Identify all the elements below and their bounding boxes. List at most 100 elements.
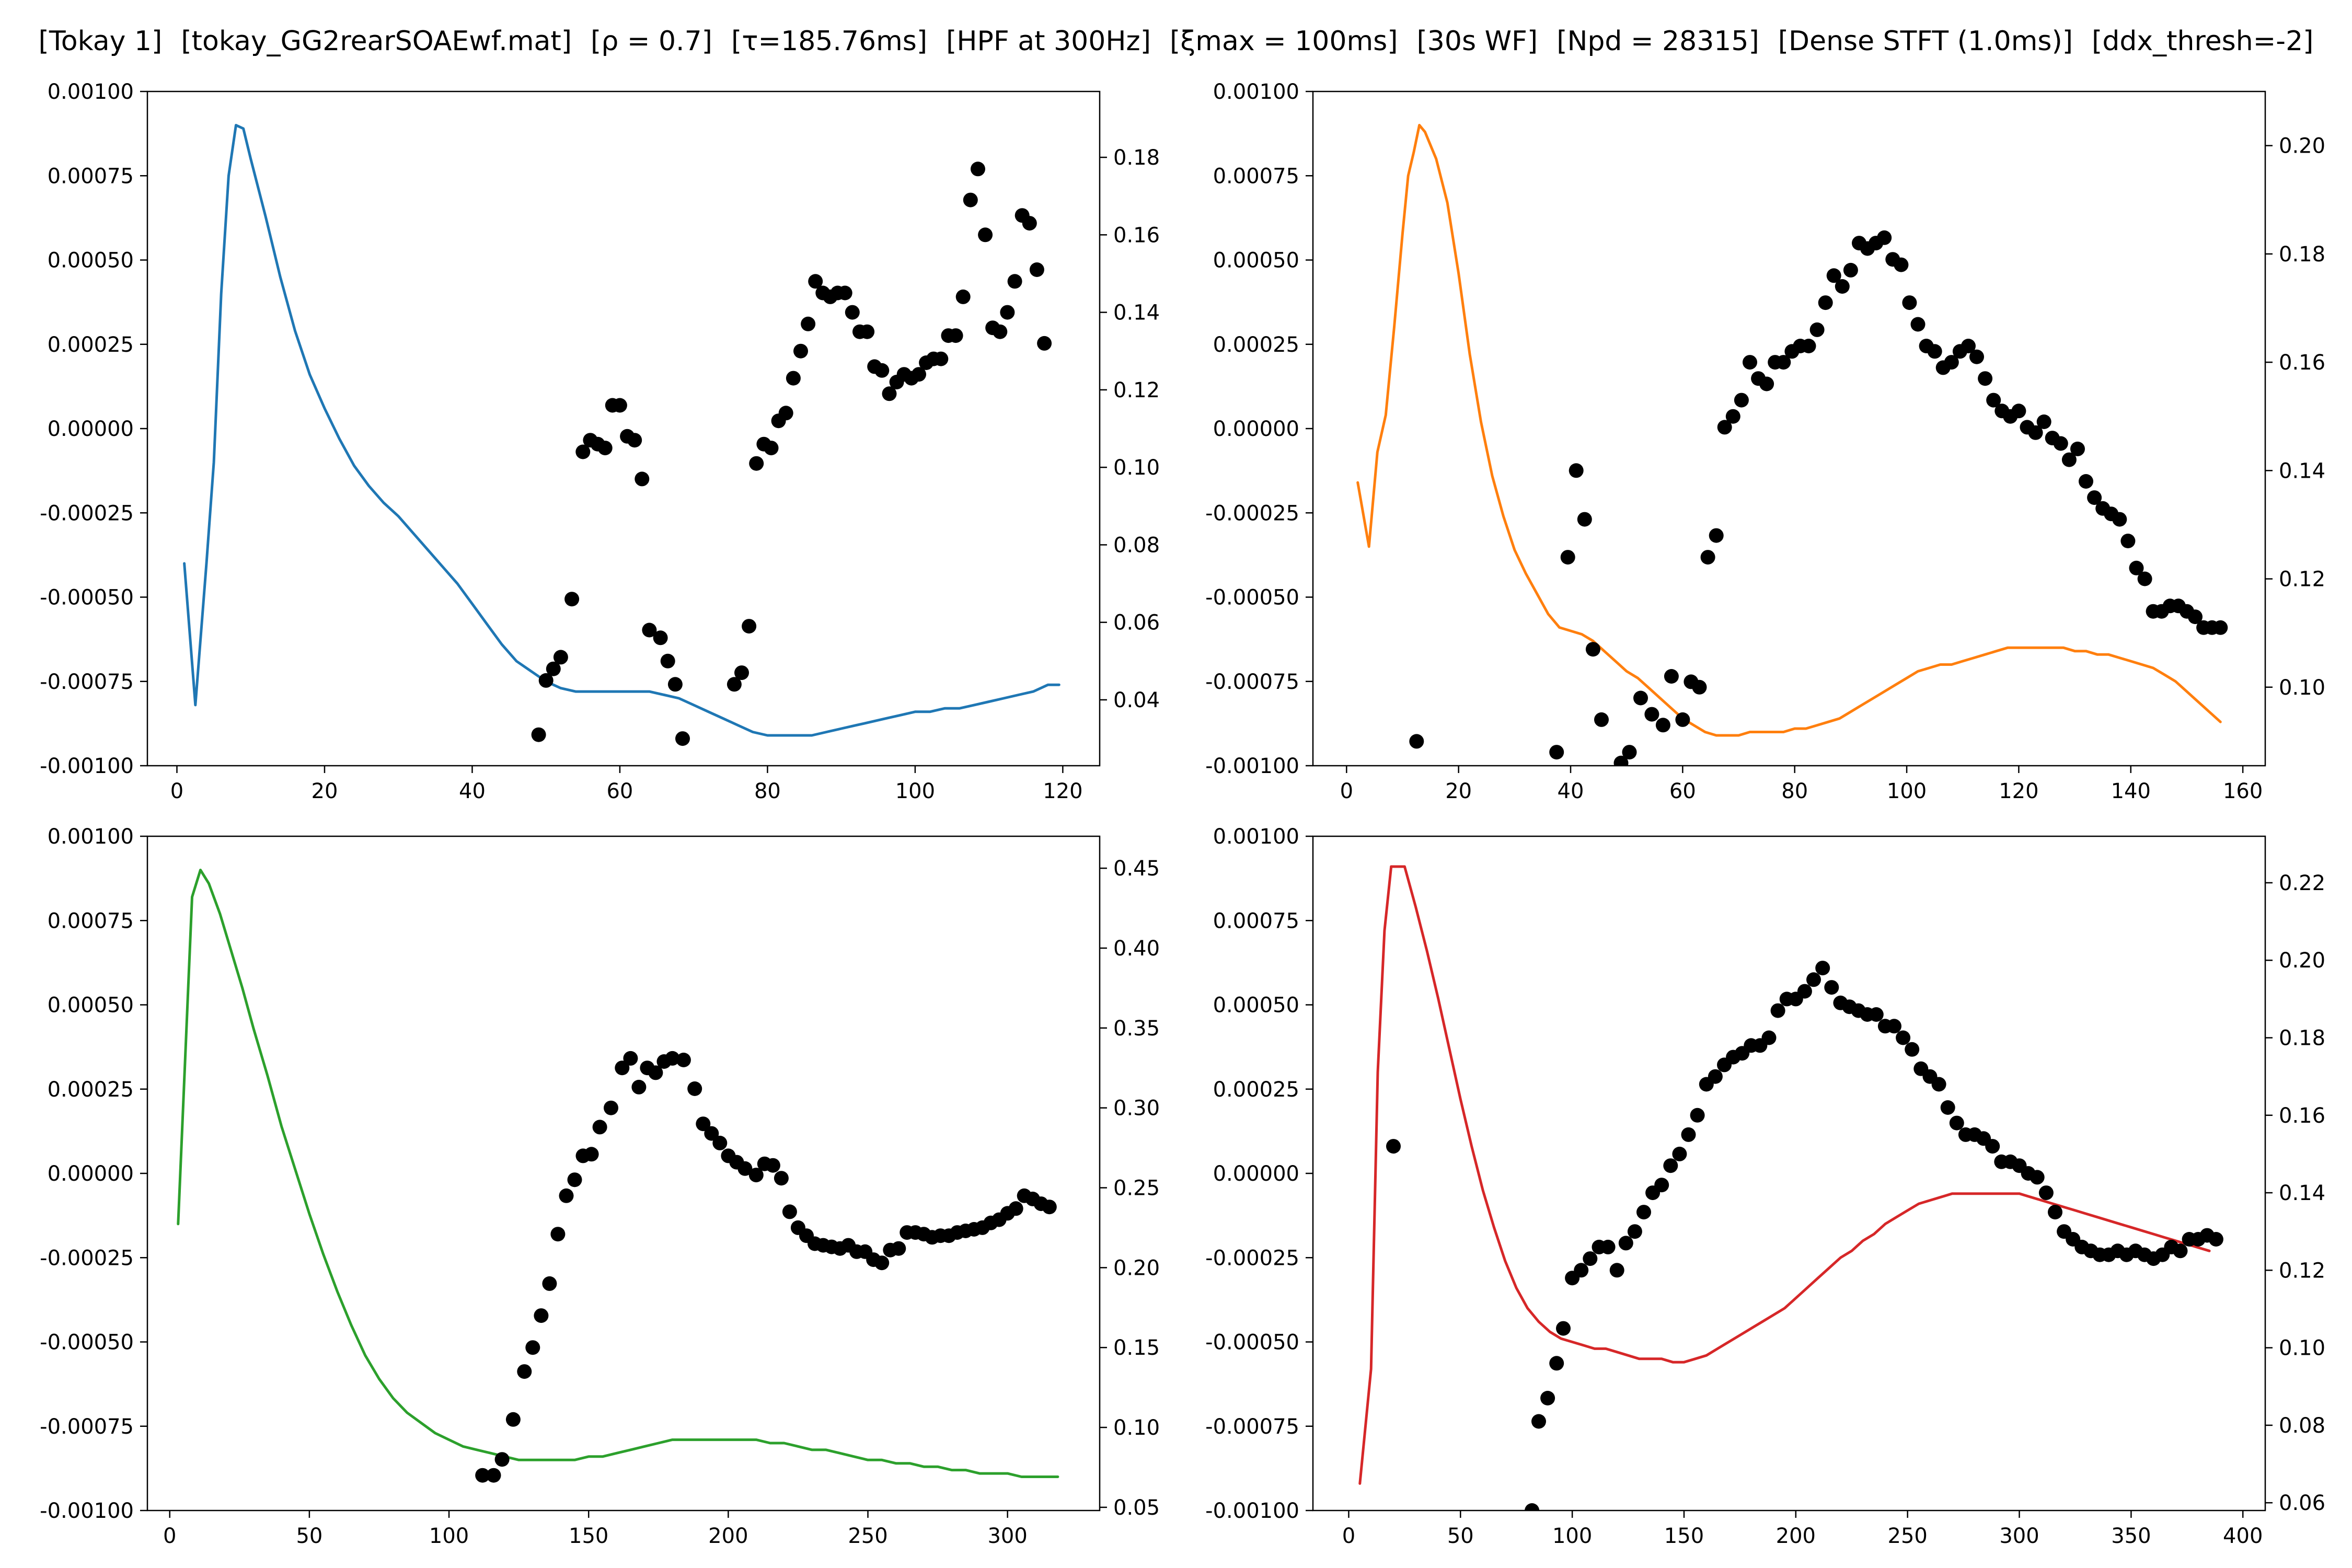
scatter-point (1887, 1019, 1901, 1034)
y-right-tick-label: 0.14 (2279, 1181, 2325, 1205)
scatter-point (1709, 528, 1724, 543)
suptitle-part: [tokay_GG2rearSOAEwf.mat] (181, 26, 572, 57)
scatter-point (1681, 1127, 1696, 1142)
scatter-point (1801, 339, 1816, 353)
scatter-point (955, 289, 971, 304)
scatter-point (1633, 690, 1648, 706)
scatter-point (1809, 322, 1825, 337)
scatter-point (546, 661, 561, 676)
scatter-point (712, 1135, 728, 1150)
scatter-point (1556, 1321, 1571, 1336)
scatter-point (676, 1053, 691, 1067)
x-tick-label: 100 (895, 779, 935, 803)
scatter-point (1574, 1263, 1589, 1278)
suptitle-part: [HPF at 300Hz] (946, 26, 1151, 57)
scatter-point (874, 1255, 890, 1271)
scatter-point (687, 1081, 702, 1096)
series-line (183, 124, 1060, 737)
scatter-point (642, 622, 657, 638)
scatter-point (1000, 305, 1015, 320)
scatter-point (786, 371, 801, 386)
scatter-point (1826, 268, 1841, 283)
scatter-point (1806, 972, 1821, 987)
x-tick-label: 300 (987, 1524, 1027, 1548)
scatter-point (1835, 279, 1850, 294)
scatter-point (486, 1468, 501, 1483)
scatter-point (1525, 1503, 1540, 1511)
scatter-series (1386, 961, 2223, 1511)
series-line (1358, 865, 2211, 1485)
y-left-tick-label: 0.00100 (1213, 825, 1299, 849)
scatter-point (627, 433, 642, 448)
scatter-point (567, 1172, 582, 1187)
scatter-point (2213, 620, 2228, 635)
y-right-tick-label: 0.14 (2279, 459, 2325, 483)
scatter-point (933, 351, 949, 366)
scatter-point (801, 316, 816, 331)
scatter-point (1940, 1100, 1955, 1115)
scatter-point (653, 630, 668, 645)
scatter-point (1902, 295, 1917, 310)
y-right-tick-label: 0.16 (2279, 351, 2325, 375)
scatter-point (538, 673, 554, 688)
subplot-bottom-right: 0 50 100 150 200 250 300 350 400 -0.00100 -0.00075… (1205, 825, 2325, 1548)
scatter-point (494, 1452, 510, 1467)
scatter-point (808, 274, 823, 289)
y-right-tick-label: 0.10 (1113, 456, 1160, 480)
scatter-point (1618, 1236, 1633, 1251)
scatter-point (665, 1051, 680, 1066)
y-left-tick-label: -0.00050 (1205, 586, 1299, 610)
x-tick-label: 40 (459, 779, 486, 803)
x-tick-label: 80 (1781, 779, 1808, 803)
x-tick-label: 250 (1888, 1524, 1928, 1548)
scatter-point (1927, 344, 1942, 359)
y-left-tick-label: -0.00075 (40, 670, 134, 694)
x-tick-label: 300 (1999, 1524, 2039, 1548)
x-tick-label: 140 (2111, 779, 2151, 803)
x-tick-label: 20 (1445, 779, 1472, 803)
scatter-point (978, 227, 993, 243)
scatter-point (1986, 393, 2001, 408)
scatter-point (1022, 216, 1037, 231)
y-right-tick-label: 0.25 (1113, 1177, 1160, 1201)
y-left-tick-label: 0.00000 (48, 1162, 134, 1186)
scatter-point (860, 324, 875, 339)
y-left-tick-label: -0.00025 (1205, 1246, 1299, 1270)
scatter-point (963, 192, 978, 207)
scatter-point (1759, 376, 1774, 391)
scatter-point (737, 1161, 753, 1176)
subplot-bottom-left: 0 50 100 150 200 250 300 -0.00100 -0.00075 -0.000… (40, 825, 1160, 1548)
y-right-tick-label: 0.18 (2279, 1027, 2325, 1051)
y-right-tick-label: 0.20 (2279, 949, 2325, 973)
y-right-tick-label: 0.20 (2279, 134, 2325, 158)
scatter-point (837, 285, 852, 301)
scatter-point (782, 1204, 797, 1219)
y-left-tick-label: -0.00075 (1205, 670, 1299, 694)
scatter-point (2129, 560, 2144, 575)
subplot-top-left: 0 20 40 60 80 100 120 -0.00100 -0.00075 -0.00050 -… (40, 80, 1160, 803)
y-left-tick-label: -0.00100 (40, 754, 134, 778)
scatter-point (553, 650, 568, 665)
scatter-point (683, 778, 697, 792)
scatter-point (2061, 452, 2077, 467)
scatter-point (690, 782, 705, 797)
scatter-point (1007, 274, 1022, 289)
axes-frame (146, 90, 1101, 767)
scatter-point (774, 1171, 789, 1186)
scatter-point (1877, 230, 1892, 245)
scatter-point (2079, 474, 2093, 489)
scatter-point (1029, 262, 1044, 277)
y-right-tick-label: 0.12 (2279, 1259, 2325, 1283)
scatter-point (2030, 1170, 2045, 1185)
scatter-point (993, 324, 1008, 339)
x-tick-label: 100 (429, 1524, 469, 1548)
scatter-point (1910, 317, 1926, 332)
suptitle-part: [30s WF] (1417, 26, 1538, 57)
x-tick-label: 100 (1887, 779, 1927, 803)
scatter-point (1770, 1003, 1785, 1018)
x-tick-label: 160 (2223, 779, 2263, 803)
scatter-point (667, 677, 683, 692)
scatter-point (623, 1051, 638, 1066)
axes-frame (1312, 90, 2266, 767)
